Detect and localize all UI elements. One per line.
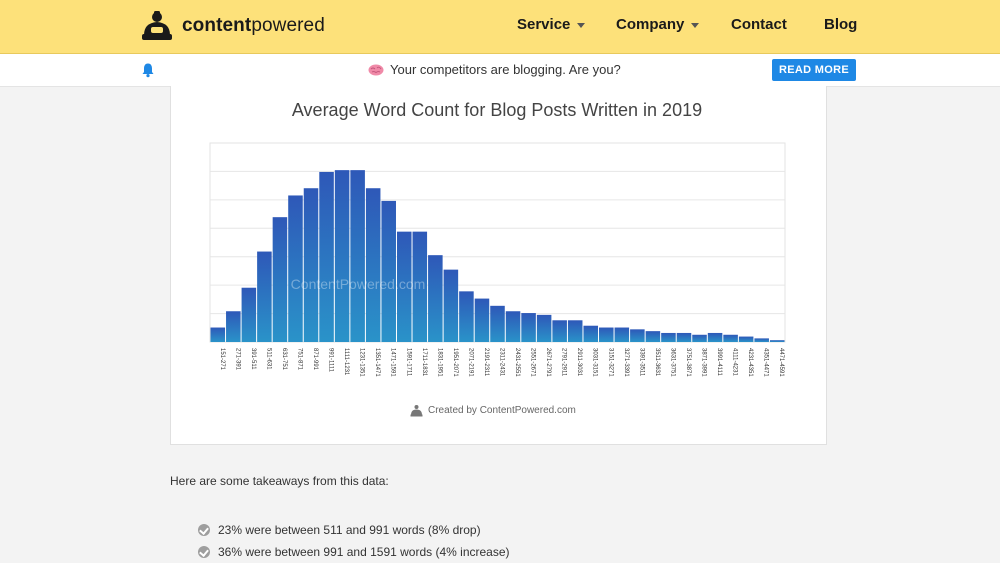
site-header: contentpowered Service Company Contact B… — [0, 0, 1000, 54]
chart-title: Average Word Count for Blog Posts Writte… — [291, 100, 703, 120]
nav-blog[interactable]: Blog — [824, 16, 858, 33]
sumo-logo-icon — [410, 405, 423, 417]
takeaways-intro: Here are some takeaways from this data: — [170, 474, 389, 488]
list-item: 36% were between 991 and 1591 words (4% … — [198, 541, 510, 563]
brain-icon — [368, 64, 384, 75]
nav-service[interactable]: Service — [517, 16, 586, 33]
read-more-button[interactable]: READ MORE — [772, 59, 856, 81]
notification-text: Your competitors are blogging. Are you? — [368, 62, 621, 77]
nav-contact[interactable]: Contact — [731, 16, 787, 33]
sumo-logo-icon — [142, 11, 172, 40]
notification-bar: Your competitors are blogging. Are you? … — [0, 54, 1000, 87]
list-item: 23% were between 511 and 991 words (8% d… — [198, 519, 510, 541]
chevron-down-icon — [691, 23, 700, 28]
bell-icon[interactable] — [140, 62, 156, 78]
takeaways-list: 23% were between 511 and 991 words (8% d… — [198, 519, 510, 563]
nav-company[interactable]: Company — [616, 16, 700, 33]
chart-card — [170, 86, 827, 445]
chart-credit: Created by ContentPowered.com — [410, 404, 576, 417]
logo-text: contentpowered — [182, 15, 325, 36]
check-circle-icon — [198, 546, 210, 558]
logo[interactable]: contentpowered — [140, 8, 325, 44]
check-circle-icon — [198, 524, 210, 536]
chevron-down-icon — [577, 23, 586, 28]
